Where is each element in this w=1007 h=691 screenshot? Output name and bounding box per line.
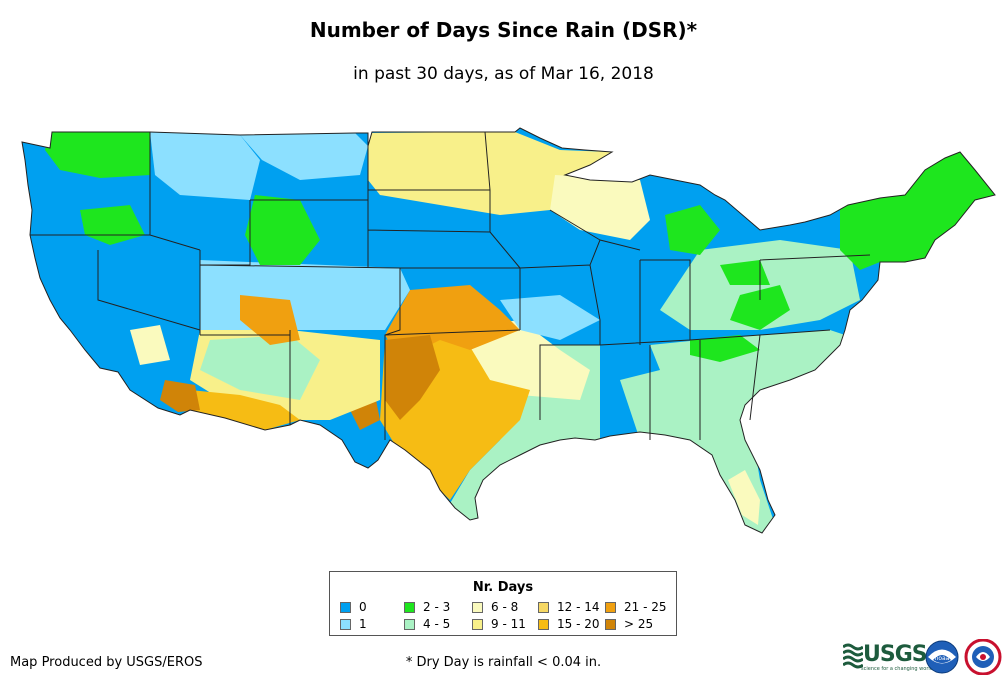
legend-swatch-3	[404, 619, 415, 630]
zone-colorado-1	[200, 260, 410, 330]
zone-wisconsin-6-8	[550, 175, 650, 240]
zone-idaho-1	[150, 132, 260, 200]
legend-swatch-8	[605, 602, 616, 613]
map-subtitle: in past 30 days, as of Mar 16, 2018	[353, 64, 654, 84]
legend-item-6: 12 - 14	[538, 600, 600, 614]
legend-swatch-5	[472, 619, 483, 630]
legend-swatch-1	[340, 619, 351, 630]
legend-label-7: 15 - 20	[557, 617, 600, 631]
legend-item-5: 9 - 11	[472, 617, 526, 631]
legend: Nr. Days 0 1 2 - 3 4 - 5 6 - 8 9 - 11 12…	[329, 571, 677, 636]
legend-item-9: > 25	[605, 617, 653, 631]
usgs-wordmark: USGS	[863, 642, 928, 667]
zone-arizona-15-20	[190, 390, 300, 430]
conus-dsr-map	[21, 127, 996, 534]
zone-michigan-2-3	[665, 205, 720, 255]
legend-swatch-7	[538, 619, 549, 630]
usgs-tagline: science for a changing world	[861, 666, 933, 672]
zone-florida-6-8	[728, 470, 760, 525]
legend-item-3: 4 - 5	[404, 617, 450, 631]
zone-north-plains-9-11	[368, 132, 612, 215]
legend-swatch-6	[538, 602, 549, 613]
zone-northeast-2-3	[840, 152, 995, 270]
map-credit: Map Produced by USGS/EROS	[10, 655, 203, 670]
zone-west-texas-gt25	[385, 335, 440, 420]
zone-north-dakota-1	[240, 133, 368, 180]
legend-item-1: 1	[340, 617, 367, 631]
usgs-logo: USGS science for a changing world	[843, 640, 933, 672]
legend-label-4: 6 - 8	[491, 600, 519, 614]
legend-swatch-0	[340, 602, 351, 613]
legend-label-8: 21 - 25	[624, 600, 667, 614]
zone-wyoming-2-3	[245, 195, 320, 265]
zone-tennessee-2-3	[690, 335, 760, 362]
legend-label-5: 9 - 11	[491, 617, 526, 631]
legend-label-0: 0	[359, 600, 367, 614]
legend-item-2: 2 - 3	[404, 600, 450, 614]
noaa-logo-icon: noaa	[925, 640, 959, 674]
zone-washington-2-3	[45, 132, 150, 178]
legend-label-6: 12 - 14	[557, 600, 600, 614]
zone-wv-2-3	[730, 285, 790, 330]
legend-title: Nr. Days	[472, 580, 534, 595]
state-boundaries	[21, 127, 996, 534]
zone-pa-2-3	[720, 260, 770, 285]
legend-label-1: 1	[359, 617, 367, 631]
zone-co-21-25	[240, 295, 300, 345]
legend-item-4: 6 - 8	[472, 600, 518, 614]
svg-text:noaa: noaa	[935, 655, 950, 662]
legend-swatch-9	[605, 619, 616, 630]
legend-swatch-4	[472, 602, 483, 613]
legend-label-9: > 25	[624, 617, 654, 631]
legend-item-8: 21 - 25	[605, 600, 667, 614]
map-title: Number of Days Since Rain (DSR)*	[309, 18, 698, 42]
dry-day-footnote: * Dry Day is rainfall < 0.04 in.	[405, 655, 602, 670]
zone-iowa-1	[500, 295, 600, 340]
legend-item-0: 0	[340, 600, 367, 614]
legend-label-2: 2 - 3	[423, 600, 451, 614]
map-fill	[22, 128, 995, 533]
zone-arizona-gt25	[160, 380, 200, 412]
legend-label-3: 4 - 5	[423, 617, 451, 631]
usgs-wave-icon	[843, 643, 863, 669]
nws-logo-icon	[964, 639, 1002, 675]
legend-item-7: 15 - 20	[538, 617, 600, 631]
legend-swatch-2	[404, 602, 415, 613]
zone-nevada-6-8	[130, 325, 170, 365]
